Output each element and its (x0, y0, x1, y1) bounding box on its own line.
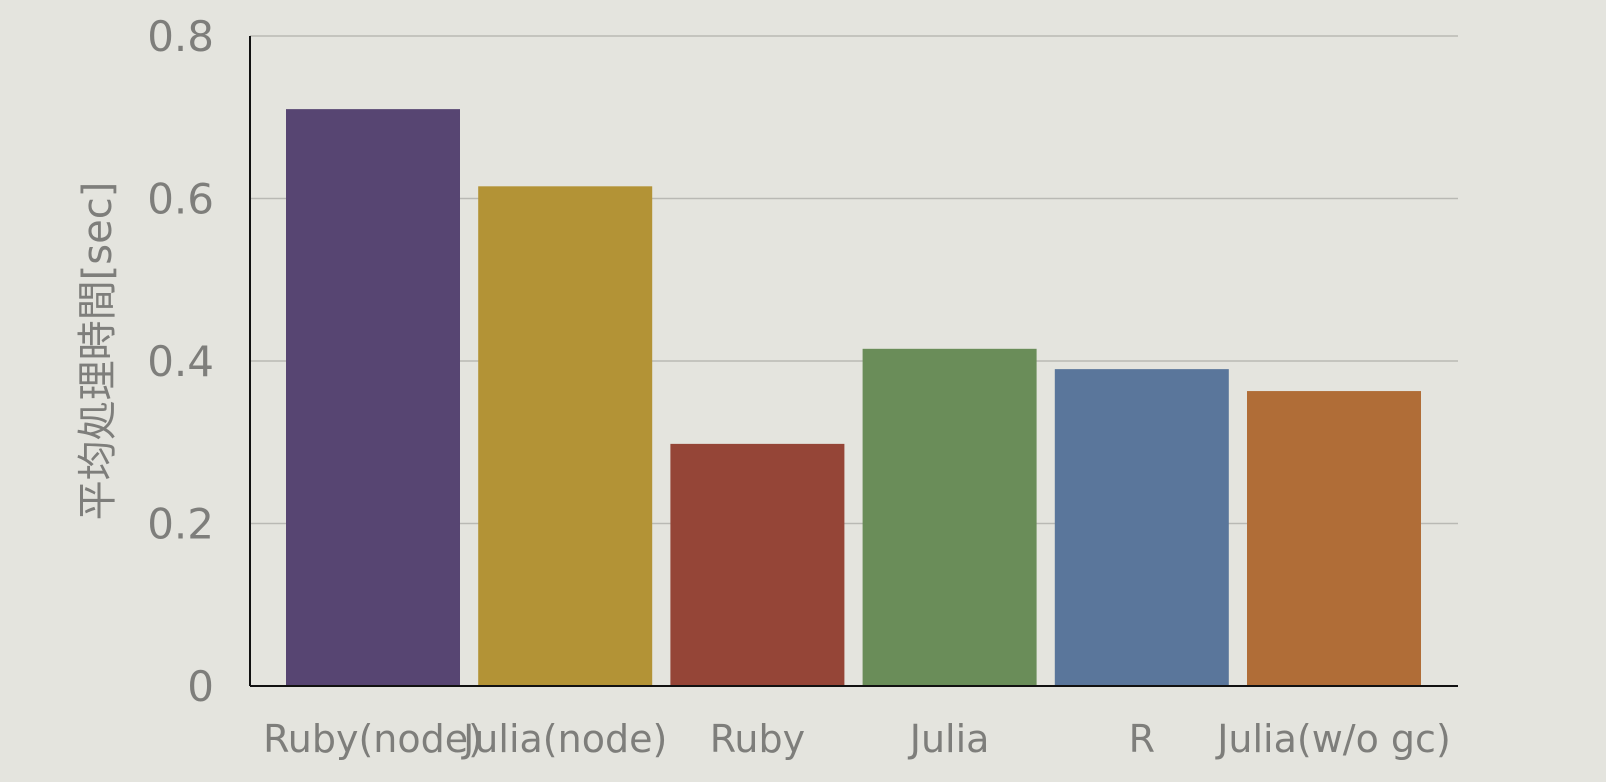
x-tick-label-3: Julia (908, 717, 990, 761)
axes (249, 36, 1458, 687)
x-tick-label-5: Julia(w/o gc) (1215, 717, 1451, 761)
y-tick-labels: 0 0.2 0.4 0.6 0.8 (147, 12, 214, 711)
x-tick-label-0: Ruby(node) (263, 717, 483, 761)
bar-ruby (670, 443, 845, 686)
bar-julia (862, 348, 1037, 686)
y-tick-label-1: 0.2 (147, 500, 214, 549)
bar-ruby-node (286, 109, 460, 686)
x-category-labels: Ruby(node)Julia(node) Ruby Julia R Julia(w/o… (263, 717, 1451, 761)
x-tick-label-4: R (1129, 717, 1155, 761)
y-tick-label-0: 0 (187, 662, 214, 711)
bars (286, 109, 1421, 686)
x-tick-label-1: Julia(node) (461, 717, 667, 761)
y-tick-label-3: 0.6 (147, 175, 214, 224)
bar-julia-w-o-gc (1247, 391, 1421, 686)
x-tick-label-2: Ruby (710, 717, 805, 761)
bar-julia-node (478, 186, 653, 686)
y-tick-label-4: 0.8 (147, 12, 214, 61)
bar-r (1054, 369, 1229, 686)
y-tick-label-2: 0.4 (147, 337, 214, 386)
y-axis-title: 平均処理時間[sec] (75, 182, 121, 521)
